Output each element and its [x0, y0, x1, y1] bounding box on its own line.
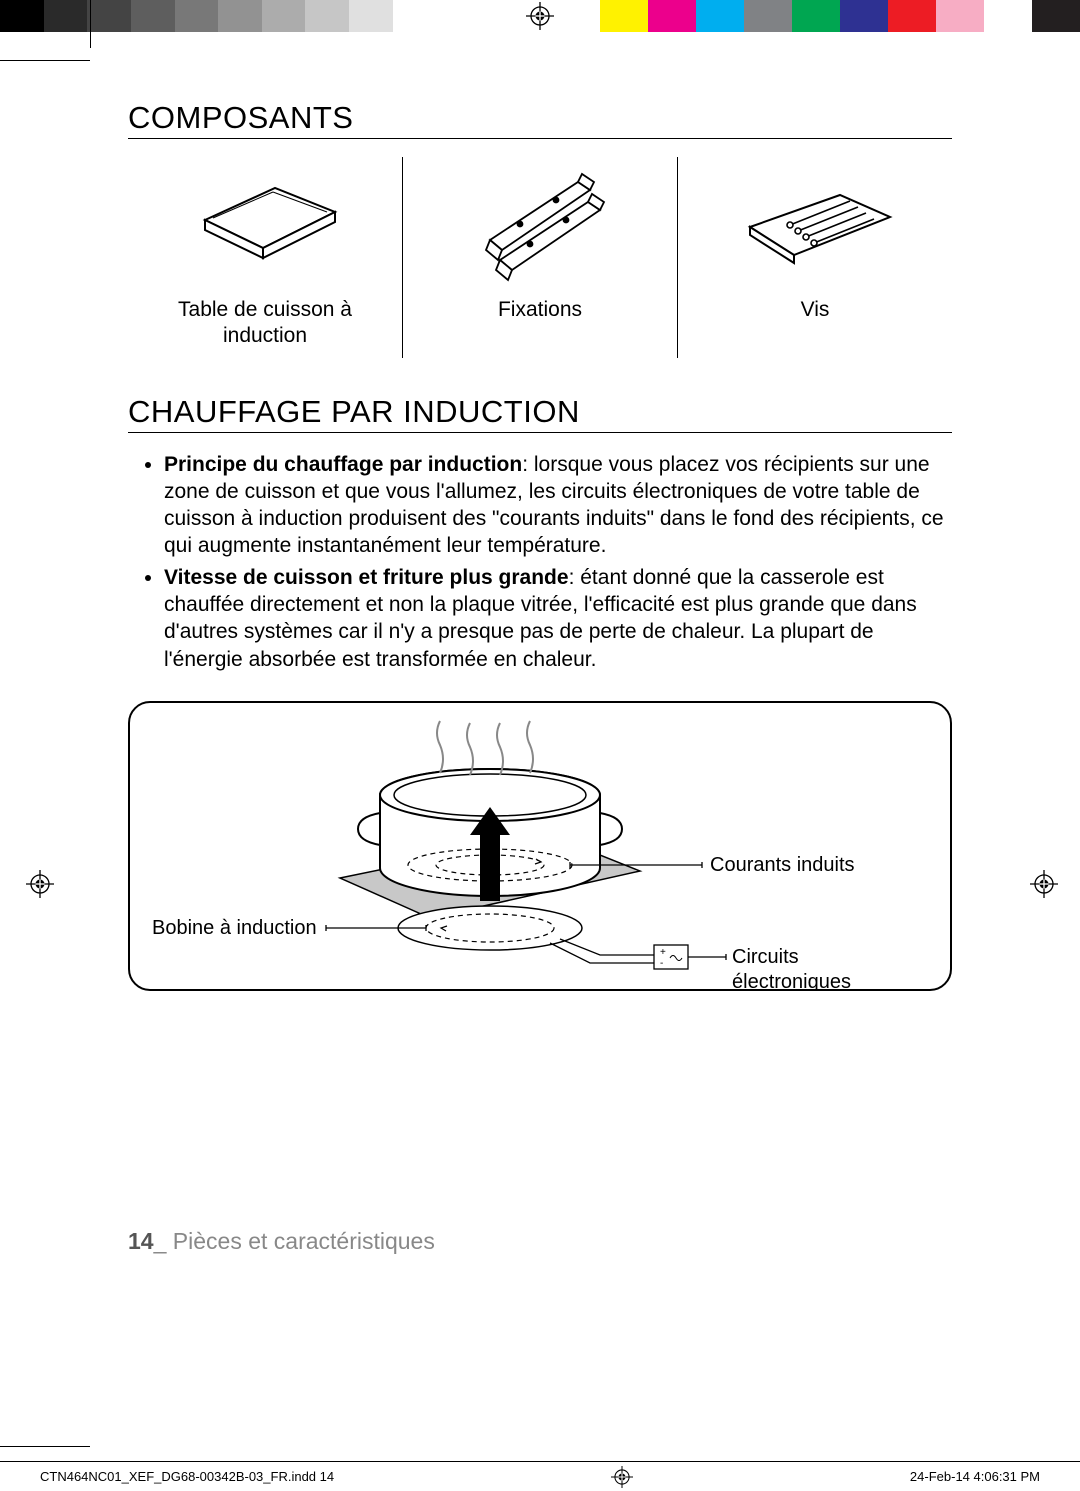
component-label: Fixations	[411, 297, 669, 323]
swatch	[696, 0, 744, 32]
screws-illustration	[686, 157, 944, 287]
swatch	[305, 0, 349, 32]
component-brackets: Fixations	[402, 157, 677, 358]
label-currents: Courants induits	[710, 853, 855, 878]
swatch	[262, 0, 306, 32]
swatch	[393, 0, 437, 32]
bullet-list: Principe du chauffage par induction: lor…	[128, 451, 952, 673]
swatch	[218, 0, 262, 32]
swatch	[648, 0, 696, 32]
swatch	[600, 0, 648, 32]
component-label: Table de cuisson à induction	[136, 297, 394, 350]
swatch	[0, 0, 44, 32]
bullet-item: Vitesse de cuisson et friture plus grand…	[164, 564, 952, 673]
swatch	[44, 0, 88, 32]
footer-sep: _	[154, 1228, 167, 1254]
page-content: COMPOSANTS Table de cuisson à induction	[128, 100, 952, 991]
brackets-illustration	[411, 157, 669, 287]
swatch	[349, 0, 393, 32]
label-coil: Bobine à induction	[152, 916, 317, 941]
bullet-lead: Vitesse de cuisson et friture plus grand…	[164, 566, 569, 589]
induction-diagram: + -	[128, 701, 952, 991]
print-slug: CTN464NC01_XEF_DG68-00342B-03_FR.indd 14…	[0, 1461, 1080, 1491]
swatch	[131, 0, 175, 32]
slug-file: CTN464NC01_XEF_DG68-00342B-03_FR.indd 14	[40, 1469, 334, 1484]
swatch	[840, 0, 888, 32]
swatch	[984, 0, 1032, 32]
bullet-item: Principe du chauffage par induction: lor…	[164, 451, 952, 560]
grayscale-swatches	[0, 0, 480, 32]
swatch	[936, 0, 984, 32]
chauffage-heading: CHAUFFAGE PAR INDUCTION	[128, 394, 952, 433]
registration-mark-icon	[611, 1466, 633, 1488]
composants-heading: COMPOSANTS	[128, 100, 952, 139]
component-screws: Vis	[677, 157, 952, 358]
svg-text:-: -	[660, 958, 663, 969]
swatch	[744, 0, 792, 32]
crop-mark-bottom	[0, 1446, 90, 1447]
registration-mark-left	[26, 870, 50, 894]
slug-timestamp: 24-Feb-14 4:06:31 PM	[910, 1469, 1040, 1484]
label-circuits: Circuits électroniques	[732, 945, 892, 991]
svg-text:+: +	[660, 947, 666, 958]
component-label: Vis	[686, 297, 944, 323]
color-swatches	[600, 0, 1080, 32]
slug-center	[611, 1466, 633, 1488]
components-row: Table de cuisson à induction	[128, 157, 952, 358]
registration-mark-right	[1030, 870, 1054, 894]
swatch	[175, 0, 219, 32]
swatch	[436, 0, 480, 32]
footer-section: Pièces et caractéristiques	[173, 1228, 435, 1254]
registration-mark-icon	[526, 2, 554, 30]
printer-calibration-bar	[0, 0, 1080, 32]
crop-mark-h	[0, 60, 90, 61]
swatch	[792, 0, 840, 32]
swatch	[87, 0, 131, 32]
swatch	[1032, 0, 1080, 32]
crop-mark-v	[90, 0, 91, 48]
page-number: 14	[128, 1228, 154, 1254]
bullet-lead: Principe du chauffage par induction	[164, 453, 522, 476]
top-registration-holder	[480, 0, 600, 32]
cooktop-illustration	[136, 157, 394, 287]
swatch	[888, 0, 936, 32]
page-footer: 14_ Pièces et caractéristiques	[128, 1228, 435, 1255]
component-cooktop: Table de cuisson à induction	[128, 157, 402, 358]
